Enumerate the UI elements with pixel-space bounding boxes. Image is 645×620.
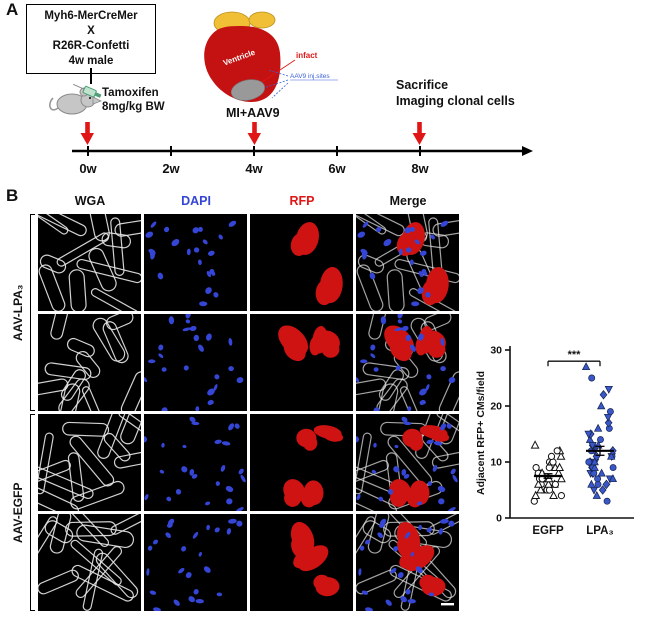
injection-sites-label: AAV9 inj.sites bbox=[290, 73, 330, 80]
heart-icon: Ventricle infact AAV9 inj.sites bbox=[204, 11, 338, 102]
column-header-dapi: DAPI bbox=[181, 194, 211, 208]
box-connector-line bbox=[90, 68, 92, 84]
tamoxifen-label: Tamoxifen 8mg/kg BW bbox=[102, 86, 165, 115]
genotype-box: Myh6-MerCreMer X R26R-Confetti 4w male bbox=[26, 4, 156, 74]
svg-text:***: *** bbox=[568, 349, 582, 361]
genotype-line-3: R26R-Confetti bbox=[52, 39, 130, 52]
timeline-label-6w: 6w bbox=[328, 161, 346, 176]
genotype-line-4: 4w male bbox=[68, 54, 114, 67]
timeline: 0w 2w 4w 6w 8w bbox=[72, 146, 533, 176]
mouse-icon bbox=[49, 83, 102, 115]
svg-text:10: 10 bbox=[490, 457, 502, 469]
micrograph-lpa3-1-wga bbox=[38, 214, 141, 311]
micrograph-lpa3-2-rfp bbox=[250, 314, 353, 411]
micrograph-grid bbox=[38, 214, 459, 611]
tamoxifen-line-1: Tamoxifen bbox=[102, 87, 159, 99]
micrograph-lpa3-1-merge bbox=[356, 214, 459, 311]
svg-text:0: 0 bbox=[496, 513, 502, 525]
micrograph-lpa3-1-rfp bbox=[250, 214, 353, 311]
micrograph-egfp-1-dapi bbox=[144, 414, 247, 511]
micrograph-egfp-1-rfp bbox=[250, 414, 353, 511]
group-label-aav-lpa3: AAV-LPA₃ bbox=[11, 284, 25, 341]
micrograph-egfp-2-rfp bbox=[250, 514, 353, 611]
infarct-label: infact bbox=[296, 51, 318, 60]
panel-a-label: A bbox=[6, 0, 19, 19]
sacrifice-label: Sacrifice Imaging clonal cells bbox=[396, 78, 515, 109]
timeline-arrow-8w bbox=[412, 122, 426, 145]
timeline-label-0w: 0w bbox=[79, 161, 97, 176]
svg-text:20: 20 bbox=[490, 401, 502, 413]
svg-text:EGFP: EGFP bbox=[532, 525, 564, 537]
mouse-eye bbox=[88, 96, 92, 100]
micrograph-egfp-2-wga bbox=[38, 514, 141, 611]
column-header-merge: Merge bbox=[389, 194, 427, 208]
timeline-arrow-0w bbox=[80, 122, 94, 145]
micrograph-lpa3-2-wga bbox=[38, 314, 141, 411]
panel-b-label: B bbox=[6, 186, 19, 205]
micrograph-lpa3-2-dapi bbox=[144, 314, 247, 411]
mouse-snout bbox=[92, 96, 102, 105]
injection-needle-line-2 bbox=[263, 79, 289, 89]
group-label-aav-egfp: AAV-EGFP bbox=[11, 482, 25, 543]
column-header-rfp: RFP bbox=[289, 194, 315, 208]
group-bracket-lpa3 bbox=[30, 214, 35, 411]
injection-needle-line-3 bbox=[271, 82, 289, 99]
scatter-plot: 0 10 20 30 Adjacent RFP+ CMs/field EGFP LPA₃ **… bbox=[475, 345, 634, 537]
genotype-line-2: X bbox=[87, 24, 95, 37]
atrium-right bbox=[248, 11, 276, 29]
micrograph-egfp-1-merge bbox=[356, 414, 459, 511]
mouse-tail bbox=[49, 97, 59, 111]
timeline-label-4w: 4w bbox=[245, 161, 263, 176]
micrograph-lpa3-2-merge bbox=[356, 314, 459, 411]
svg-text:LPA₃: LPA₃ bbox=[586, 525, 613, 537]
sacrifice-line-2: Imaging clonal cells bbox=[396, 93, 515, 108]
infarct-pointer-line bbox=[261, 59, 296, 83]
syringe-icon bbox=[73, 83, 102, 98]
micrograph-egfp-2-dapi bbox=[144, 514, 247, 611]
column-header-wga: WGA bbox=[74, 194, 106, 208]
tamoxifen-line-2: 8mg/kg BW bbox=[102, 101, 165, 114]
timeline-arrow-4w bbox=[247, 122, 261, 145]
timeline-arrowhead bbox=[522, 146, 533, 156]
group-bracket-egfp bbox=[30, 414, 35, 611]
mi-aav9-label: MI+AAV9 bbox=[226, 106, 280, 120]
micrograph-egfp-2-merge bbox=[356, 514, 459, 611]
micrograph-lpa3-1-dapi bbox=[144, 214, 247, 311]
timeline-label-8w: 8w bbox=[411, 161, 429, 176]
micrograph-egfp-1-wga bbox=[38, 414, 141, 511]
infarct-region bbox=[230, 79, 266, 101]
genotype-line-1: Myh6-MerCreMer bbox=[44, 10, 138, 22]
timeline-label-2w: 2w bbox=[162, 161, 180, 176]
svg-text:Adjacent RFP+ CMs/field: Adjacent RFP+ CMs/field bbox=[475, 371, 487, 495]
sacrifice-line-1: Sacrifice bbox=[396, 78, 449, 92]
svg-text:30: 30 bbox=[490, 345, 502, 357]
